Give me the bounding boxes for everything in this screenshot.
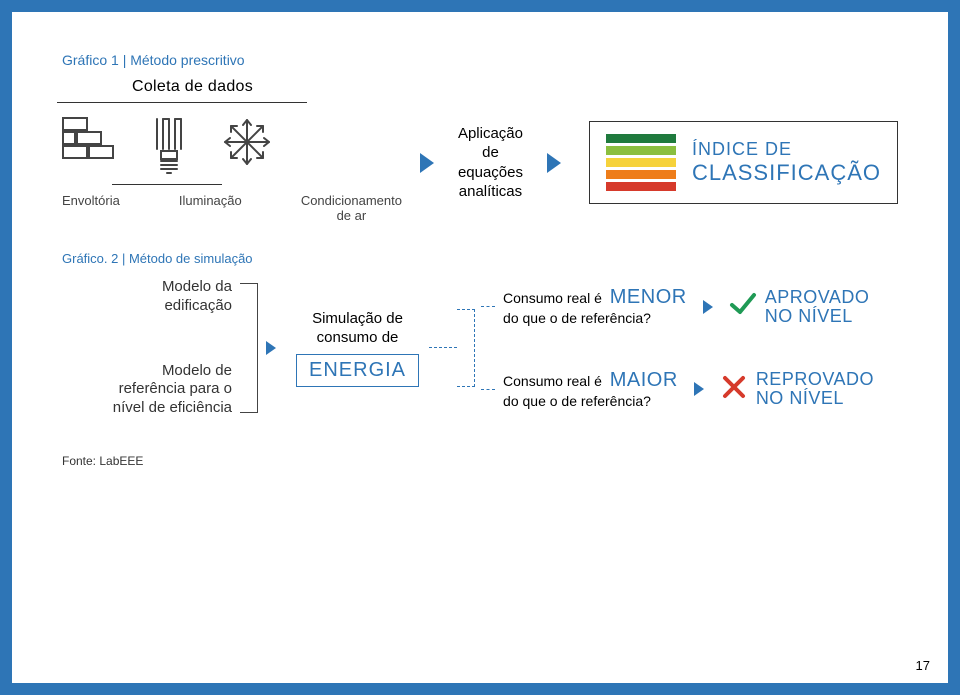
arrow-right-icon	[703, 300, 713, 314]
label-condicionamento: Condicionamento de ar	[301, 193, 402, 223]
classification-label: ÍNDICE DE CLASSIFICAÇÃO	[692, 139, 881, 186]
stripe	[606, 146, 676, 155]
classification-box: ÍNDICE DE CLASSIFICAÇÃO	[589, 121, 898, 204]
check-icon	[729, 290, 757, 323]
arrow-right-icon	[547, 153, 561, 173]
arrow-right-icon	[420, 153, 434, 173]
brick-wall-icon	[62, 117, 114, 180]
model-b: Modelo de referência para o nível de efi…	[62, 362, 232, 418]
outcome-question: Consumo real é MENOR do que o de referên…	[503, 285, 687, 328]
simulation-col: Simulação de consumo de ENERGIA	[296, 309, 419, 387]
dashed-connector	[481, 389, 495, 390]
stripe	[606, 134, 676, 143]
dashed-connector	[429, 347, 457, 348]
g1-subtitle: Coleta de dados	[132, 78, 898, 96]
snowflake-icon	[222, 117, 272, 180]
g2-title: Gráfico. 2 | Método de simulação	[62, 251, 898, 266]
cfl-bulb-icon	[151, 117, 185, 180]
energia-box: ENERGIA	[296, 354, 419, 387]
models-col: Modelo da edificação Modelo de referênci…	[62, 278, 232, 418]
label-envoltoria: Envoltória	[62, 193, 120, 223]
stripe	[606, 158, 676, 167]
outcomes-col: Consumo real é MENOR do que o de referên…	[481, 285, 874, 410]
color-stripes	[606, 134, 676, 191]
kw-maior: MAIOR	[610, 369, 678, 391]
arrow-right-icon	[266, 341, 276, 355]
arrow-right-icon	[694, 382, 704, 396]
fonte-label: Fonte: LabEEE	[62, 454, 898, 468]
grafico-2: Gráfico. 2 | Método de simulação Modelo …	[62, 251, 898, 418]
page-number: 17	[916, 658, 930, 673]
g1-icons-col: Envoltória Iluminação Condicionamento de…	[62, 102, 402, 223]
outcome-question: Consumo real é MAIOR do que o de referên…	[503, 368, 678, 411]
outcome-maior: Consumo real é MAIOR do que o de referên…	[481, 368, 874, 411]
kw-menor: MENOR	[610, 286, 687, 308]
bracket-icon	[240, 283, 258, 413]
grafico-1: Gráfico 1 | Método prescritivo Coleta de…	[62, 52, 898, 223]
label-iluminacao: Iluminação	[179, 193, 242, 223]
separator	[112, 184, 222, 185]
result-aprovado: APROVADO NO NÍVEL	[765, 288, 870, 326]
cross-icon	[720, 373, 748, 406]
separator	[57, 102, 307, 103]
dashed-connector	[481, 306, 495, 307]
page-content: Gráfico 1 | Método prescritivo Coleta de…	[12, 12, 948, 683]
model-a: Modelo da edificação	[62, 278, 232, 316]
g1-title: Gráfico 1 | Método prescritivo	[62, 52, 898, 68]
equation-text: Aplicação de equações analíticas	[452, 124, 529, 202]
result-reprovado: REPROVADO NO NÍVEL	[756, 370, 874, 408]
dashed-branch	[457, 309, 475, 387]
stripe	[606, 182, 676, 191]
stripe	[606, 170, 676, 179]
outcome-menor: Consumo real é MENOR do que o de referên…	[481, 285, 874, 328]
